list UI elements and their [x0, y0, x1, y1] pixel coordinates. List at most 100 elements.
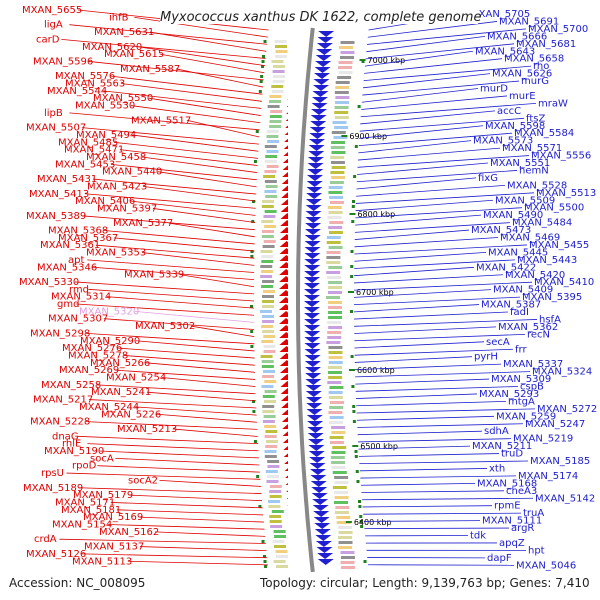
right-gene-label: hsfA: [539, 314, 561, 325]
right-label-leader: [354, 244, 528, 255]
cog-band: [261, 230, 274, 233]
cog-band: [338, 71, 353, 74]
forward-gene-arrow: [279, 248, 288, 254]
right-label-leader: [355, 192, 535, 204]
left-label-leader: [85, 421, 258, 430]
cog-band: [261, 325, 274, 328]
cog-band: [264, 455, 277, 458]
cog-band: [331, 466, 346, 469]
cog-band: [272, 540, 285, 543]
left-gene-label: gmd: [57, 299, 79, 310]
cog-band: [352, 410, 356, 413]
right-label-leader: [354, 319, 538, 327]
left-label-leader: [103, 230, 255, 245]
right-label-leader: [354, 222, 511, 233]
right-label-leader: [367, 28, 527, 45]
right-label-leader: [359, 117, 525, 132]
left-label-leader: [76, 303, 255, 316]
left-gene-label: MXAN_5423: [87, 181, 147, 192]
left-gene-label: carD: [36, 34, 60, 45]
forward-gene-arrow: [287, 505, 288, 506]
right-gene-label: MXAN_5598: [485, 121, 545, 132]
forward-gene-arrow: [291, 52, 305, 58]
forward-gene-arrow: [282, 165, 288, 170]
cog-band: [328, 346, 343, 349]
forward-gene-arrow: [280, 374, 288, 380]
cog-band: [268, 500, 280, 503]
right-label-leader: [368, 564, 515, 566]
cog-band: [326, 241, 341, 244]
cog-band: [269, 125, 282, 128]
left-gene-label: MXAN_5126: [26, 549, 86, 560]
left-label-leader: [137, 46, 266, 67]
cog-band: [329, 221, 344, 224]
left-label-leader: [157, 171, 257, 188]
genome-backbone: [296, 27, 315, 573]
cog-band: [261, 270, 274, 273]
right-gene-label: MXAN_5443: [517, 255, 577, 266]
reverse-gene-arrow: [308, 151, 325, 157]
cog-band: [275, 550, 288, 553]
right-label-leader: [354, 356, 473, 363]
reverse-gene-arrow: [316, 49, 333, 55]
right-gene-label: MXAN_5174: [518, 471, 578, 482]
cog-band: [331, 131, 346, 134]
cog-band: [352, 405, 356, 408]
left-gene-label: rmd: [69, 284, 89, 295]
reverse-gene-arrow: [307, 169, 324, 175]
cog-band: [355, 470, 359, 473]
reverse-gene-arrow: [311, 103, 328, 109]
cog-band: [262, 305, 275, 308]
left-gene-label: MXAN_5576: [55, 71, 115, 82]
cog-band: [264, 180, 277, 183]
cog-band: [276, 565, 289, 568]
right-gene-label: MXAN_5168: [477, 478, 537, 489]
forward-gene-arrow: [279, 318, 288, 324]
left-gene-label: ligA: [44, 20, 63, 31]
right-label-leader: [353, 289, 492, 298]
left-gene-label: MXAN_5330: [19, 277, 79, 288]
reverse-gene-arrow: [312, 91, 329, 97]
cog-band: [272, 80, 285, 83]
right-label-leader: [358, 453, 500, 457]
cog-band: [329, 416, 344, 419]
cog-band: [274, 40, 287, 43]
right-label-leader: [360, 103, 537, 118]
cog-band: [328, 211, 343, 214]
cog-band: [357, 105, 361, 108]
left-gene-label: MXAN_5190: [44, 446, 104, 457]
cog-band: [262, 395, 275, 398]
cog-band: [327, 216, 342, 219]
right-label-leader: [358, 132, 513, 147]
cog-band: [334, 116, 349, 119]
right-label-leader: [364, 527, 510, 530]
kbp-tick-label: 6400 kbp: [354, 518, 392, 527]
left-label-leader: [175, 68, 264, 88]
cog-band: [262, 410, 275, 413]
kbp-tick-label: 6900 kbp: [349, 132, 387, 141]
left-label-leader: [134, 310, 255, 323]
cog-band: [264, 210, 277, 213]
kbp-ticks: 7000 kbp 6900 kbp 6800 kbp 6700 kbp 6600 kbp…: [341, 56, 405, 527]
cog-band: [334, 496, 349, 499]
forward-gene-arrow: [280, 199, 288, 205]
left-label-leader: [77, 435, 259, 445]
cog-band: [263, 345, 276, 348]
cog-band: [330, 456, 345, 459]
cog-band: [326, 251, 341, 254]
cog-band: [351, 220, 355, 223]
cog-band: [251, 220, 255, 223]
reverse-gene-arrow: [304, 283, 321, 289]
left-label-leader: [117, 347, 255, 359]
reverse-gene-arrow: [310, 115, 327, 121]
forward-gene-arrow: [292, 38, 306, 44]
left-label-leader: [103, 318, 255, 330]
kbp-tick-label: 7000 kbp: [368, 56, 406, 65]
right-gene-label: MXAN_5247: [525, 419, 585, 430]
reverse-gene-arrow: [304, 367, 321, 373]
cog-band: [266, 130, 279, 133]
cog-band: [328, 411, 343, 414]
right-label-leader: [362, 505, 493, 508]
right-gene-label: MXAN_5337: [503, 359, 563, 370]
right-gene-label: cheA3: [506, 486, 537, 497]
